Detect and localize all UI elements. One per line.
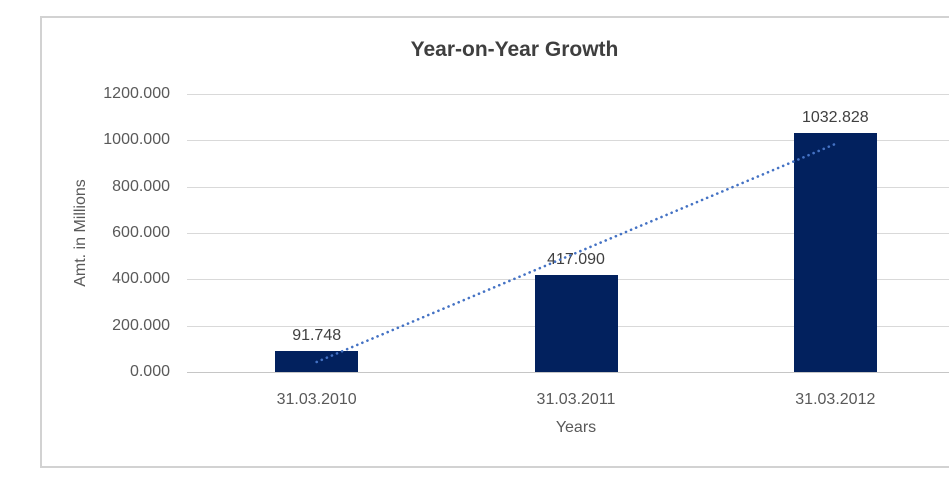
bar [793,132,877,372]
x-category-label: 31.03.2012 [795,391,876,408]
y-tick-label: 400.000 [112,270,170,288]
y-tick-label: 1200.000 [103,85,170,102]
y-tick-label: 600.000 [112,224,170,241]
y-tick-label: 0.000 [129,363,170,380]
chart-title: Year-on-Year Growth [410,38,619,61]
gridline [187,94,949,95]
bar [275,350,359,372]
bar-value-label: 91.748 [292,326,342,344]
x-category-label: 31.03.2011 [536,391,616,408]
gridline [187,140,949,142]
y-tick-label: 200.000 [112,316,170,334]
x-category-label: 31.03.2010 [276,391,357,408]
x-axis-line [187,372,949,373]
y-tick-label: 800.000 [112,177,170,195]
bar-value-label: 1032.828 [801,108,869,126]
bar-value-label: 417.090 [547,251,605,269]
bar [534,275,618,372]
plot-area: 1200.000 1000.000 800.000 600.000 400.000 200… [103,85,949,408]
x-axis-title: Years [555,419,597,436]
chart-frame: Year-on-Year Growth Amt. in Millions 120… [40,16,949,468]
y-tick-label: 1000.000 [103,131,170,149]
